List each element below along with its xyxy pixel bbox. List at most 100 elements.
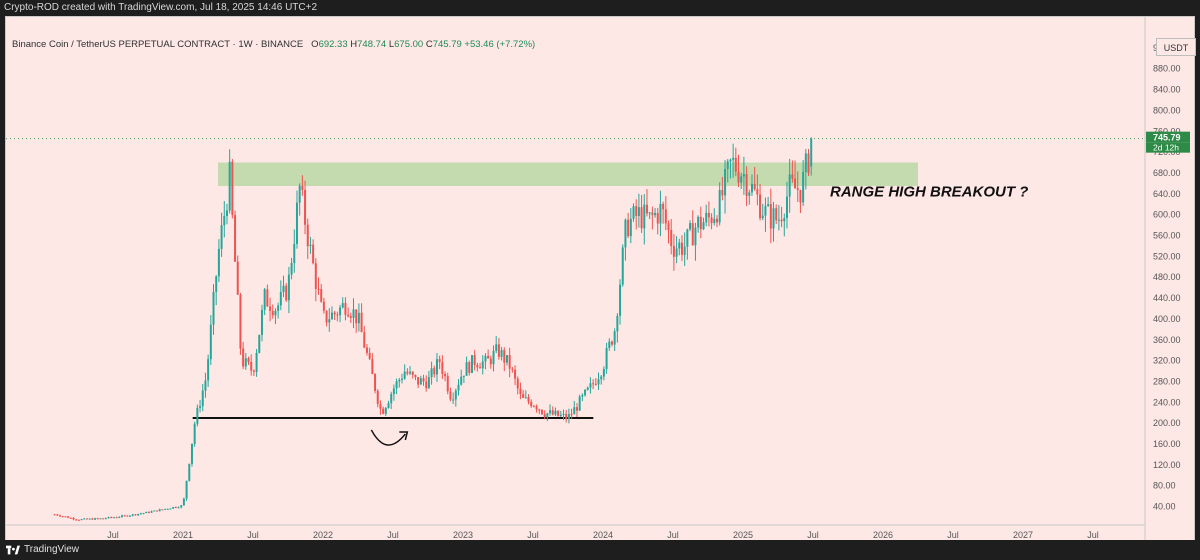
y-tick-label: 640.00 (1153, 189, 1181, 199)
brand-name: TradingView (24, 544, 80, 555)
candle-body (225, 210, 228, 216)
x-tick-label: 2022 (313, 530, 333, 540)
candle-body (371, 358, 374, 375)
candle-body (395, 381, 398, 389)
candle-body (522, 393, 525, 398)
candle-body (438, 359, 441, 362)
candle-body (794, 178, 797, 189)
candle-body (702, 222, 705, 230)
price-chart[interactable]: 40.00 80.00 120.00 160.00 200.00 240.00 280.00… (6, 17, 1194, 547)
x-tick-label: Jul (807, 530, 819, 540)
candle-body (80, 519, 83, 521)
candle-body (664, 209, 667, 224)
candle-body (363, 332, 366, 348)
candle-body (454, 390, 457, 400)
candle-body (336, 314, 339, 316)
close-value: 745.79 (432, 39, 462, 50)
candle-body (282, 285, 285, 293)
candle-body (764, 205, 767, 216)
candle-body (586, 387, 589, 390)
candle-body (505, 355, 508, 363)
candle-body (155, 510, 158, 512)
candle-body (56, 514, 59, 516)
candle-body (532, 406, 535, 408)
candle-body (433, 368, 436, 375)
candle-body (99, 518, 102, 520)
candle-body (559, 414, 562, 416)
candle-body (570, 414, 573, 416)
candle-body (549, 410, 552, 414)
countdown-tag (1146, 142, 1190, 153)
candle-body (699, 216, 702, 230)
candle-body (260, 309, 263, 335)
candle-body (61, 516, 64, 518)
candle-body (247, 358, 250, 362)
close-label: C (425, 39, 433, 50)
candle-body (613, 331, 616, 345)
candle-body (578, 396, 581, 411)
candle-body (357, 312, 360, 324)
candle-body (263, 289, 266, 310)
candle-body (344, 303, 347, 315)
candle-body (742, 174, 745, 177)
candle-body (349, 316, 352, 318)
y-tick-label: 320.00 (1153, 356, 1181, 366)
candle-body (632, 206, 635, 219)
x-tick-label: 2027 (1013, 530, 1033, 540)
candle-body (645, 204, 648, 214)
candle-body (365, 347, 368, 353)
candle-body (707, 212, 710, 218)
candle-body (718, 189, 721, 223)
candle-body (239, 294, 242, 349)
candle-body (223, 215, 226, 226)
y-tick-label: 40.00 (1153, 502, 1176, 512)
x-tick-label: Jul (667, 530, 679, 540)
tradingview-logo[interactable]: TradingView (6, 544, 79, 555)
candle-body (406, 371, 409, 374)
tradingview-icon (6, 545, 20, 554)
candle-body (274, 310, 277, 316)
candle-body (581, 395, 584, 397)
chart-area[interactable]: 40.00 80.00 120.00 160.00 200.00 240.00 280.00… (5, 16, 1196, 548)
x-tick-label: Jul (947, 530, 959, 540)
candle-body (487, 355, 490, 359)
candle-body (317, 288, 320, 290)
curve-arrow (370, 429, 406, 446)
candle-body (538, 409, 541, 411)
candle-body (169, 508, 172, 510)
candle-body (492, 350, 495, 365)
candle-body (131, 514, 134, 516)
candle-body (112, 517, 115, 519)
candle-body (134, 514, 137, 516)
y-tick-label: 160.00 (1153, 439, 1181, 449)
candle-body (314, 263, 317, 289)
candle-body (400, 378, 403, 380)
candle-body (228, 161, 231, 211)
candle-body (161, 509, 164, 511)
candle-body (374, 374, 377, 391)
candle-body (659, 203, 662, 224)
x-tick-label: 2021 (173, 530, 193, 540)
candle-body (772, 208, 775, 229)
candle-body (293, 243, 296, 263)
y-tick-label: 400.00 (1153, 314, 1181, 324)
candle-body (637, 207, 640, 216)
candle-body (468, 362, 471, 373)
currency-button[interactable]: USDT (1156, 38, 1196, 56)
candle-body (602, 369, 605, 377)
y-tick-label: 280.00 (1153, 376, 1181, 386)
candle-body (120, 515, 123, 517)
candle-body (753, 183, 756, 190)
candle-body (791, 174, 794, 179)
candle-body (199, 406, 202, 408)
high-label: H (350, 39, 358, 50)
candle-body (384, 407, 387, 414)
candle-body (172, 507, 175, 509)
candle-body (207, 359, 210, 381)
candle-body (231, 161, 234, 216)
candle-body (236, 261, 239, 295)
y-tick-label: 120.00 (1153, 460, 1181, 470)
candle-body (333, 312, 336, 315)
candle-body (435, 359, 438, 375)
candle-body (724, 168, 727, 196)
